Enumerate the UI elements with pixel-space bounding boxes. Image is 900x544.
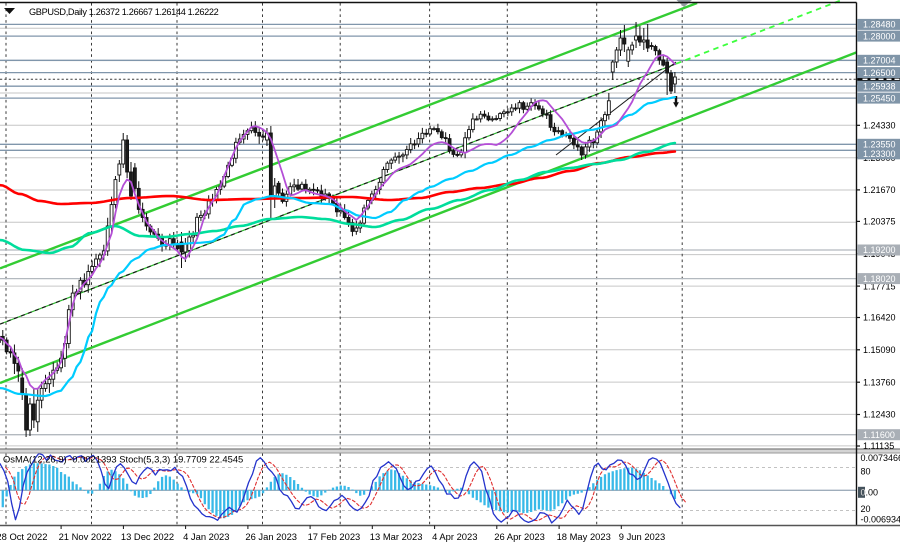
svg-text:1.11600: 1.11600	[863, 430, 895, 440]
svg-text:1.24330: 1.24330	[863, 121, 896, 131]
svg-text:OsMA(12,26,9) -0.0021393 Stoc: OsMA(12,26,9) -0.0021393 Stoch(5,3,3) 19…	[3, 454, 243, 465]
svg-text:0.00: 0.00	[861, 488, 879, 498]
svg-text:20: 20	[861, 504, 871, 514]
svg-text:26 Apr 2023: 26 Apr 2023	[494, 531, 545, 542]
svg-text:28 Oct 2022: 28 Oct 2022	[0, 531, 47, 542]
svg-text:9 Jun 2023: 9 Jun 2023	[619, 531, 665, 542]
svg-text:1.12430: 1.12430	[863, 410, 896, 420]
svg-text:1.25938: 1.25938	[863, 81, 896, 91]
svg-text:13 Dec 2022: 13 Dec 2022	[121, 531, 174, 542]
svg-text:1.16420: 1.16420	[863, 313, 896, 323]
svg-text:1.21670: 1.21670	[863, 185, 896, 195]
svg-text:0.0073466: 0.0073466	[861, 453, 900, 463]
svg-text:1.20375: 1.20375	[863, 217, 896, 227]
svg-text:13 Mar 2023: 13 Mar 2023	[370, 531, 423, 542]
svg-text:1.25450: 1.25450	[863, 93, 896, 103]
svg-text:0: 0	[861, 488, 866, 498]
svg-text:1.28000: 1.28000	[863, 31, 896, 41]
svg-text:1.13760: 1.13760	[863, 377, 896, 387]
svg-text:1.18020: 1.18020	[863, 274, 896, 284]
svg-text:-0.006934: -0.006934	[861, 515, 900, 525]
svg-text:4 Jan 2023: 4 Jan 2023	[183, 531, 229, 542]
svg-text:18 May 2023: 18 May 2023	[557, 531, 611, 542]
svg-text:21 Nov 2022: 21 Nov 2022	[59, 531, 112, 542]
svg-text:GBPUSD,Daily 1.26372 1.26667: GBPUSD,Daily 1.26372 1.26667 1.26144 1.2…	[29, 7, 219, 17]
svg-text:4 Apr 2023: 4 Apr 2023	[432, 531, 477, 542]
svg-text:17 Feb 2023: 17 Feb 2023	[308, 531, 361, 542]
svg-text:1.11135: 1.11135	[863, 441, 894, 451]
svg-text:1.19200: 1.19200	[863, 245, 896, 255]
svg-text:1.23550: 1.23550	[863, 140, 896, 150]
svg-text:1.26500: 1.26500	[863, 68, 896, 78]
svg-text:26 Jan 2023: 26 Jan 2023	[245, 531, 297, 542]
svg-text:1.17715: 1.17715	[863, 281, 896, 291]
svg-text:1.27004: 1.27004	[863, 56, 896, 66]
svg-text:1.15090: 1.15090	[863, 345, 896, 355]
svg-text:80: 80	[861, 467, 871, 477]
svg-text:1.28480: 1.28480	[863, 20, 896, 30]
svg-text:1.23300: 1.23300	[863, 149, 896, 159]
